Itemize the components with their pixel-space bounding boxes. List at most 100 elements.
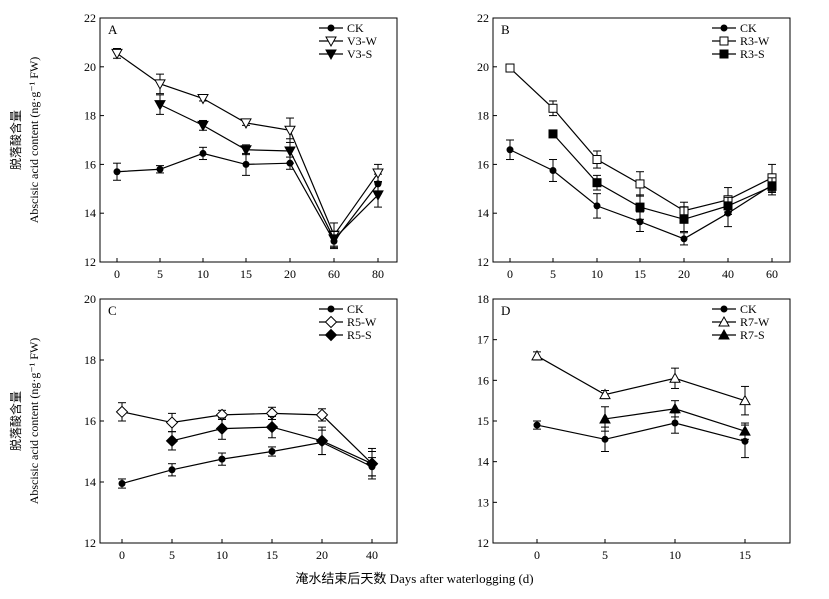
y-tick-label: 16: [477, 373, 489, 387]
series-r7-w: [531, 349, 751, 416]
x-tick-label: 40: [722, 267, 734, 281]
data-point: [679, 214, 689, 224]
x-tick-label: 15: [739, 548, 751, 562]
x-tick-label: 0: [507, 267, 513, 281]
y-tick-label: 20: [477, 60, 489, 74]
y-tick-label: 16: [477, 157, 489, 171]
series-ck: [118, 429, 376, 489]
data-point: [165, 416, 179, 429]
data-point: [533, 421, 541, 429]
series-r5-s: [165, 415, 379, 477]
series-line: [121, 441, 373, 485]
y-tick-label: 12: [477, 536, 489, 550]
series-r3-s: [548, 129, 777, 232]
data-point: [284, 125, 296, 137]
chart-panel-a: 12 14 16 18 20 22 0 5 10 15 20 60 80 A 脱落酸含量 Abscisic a…: [8, 11, 398, 281]
y-tick-label: 18: [477, 109, 489, 123]
series-r7-s: [599, 400, 751, 440]
plot-frame: [99, 17, 398, 263]
x-tick-label: 0: [114, 267, 120, 281]
data-point: [165, 434, 179, 448]
data-point: [549, 167, 557, 174]
data-point: [115, 405, 129, 419]
series-line: [121, 411, 373, 465]
data-point: [723, 201, 733, 211]
y-axis-title-en: Abscisic acid content (ng·g⁻¹ FW): [27, 57, 41, 224]
y-tick-label: 15: [477, 414, 489, 428]
x-tick-label: 10: [669, 548, 681, 562]
data-point: [593, 202, 601, 210]
x-tick-label: 5: [602, 548, 608, 562]
data-point: [328, 234, 340, 245]
data-point: [592, 155, 602, 165]
data-point: [505, 63, 515, 73]
series-ck: [506, 139, 776, 246]
y-tick-label: 20: [84, 60, 96, 74]
y-tick-label: 18: [477, 292, 489, 306]
data-point: [599, 412, 611, 424]
data-point: [199, 149, 207, 157]
series-line: [159, 104, 379, 240]
legend-label: CK: [740, 21, 757, 35]
data-point: [680, 235, 688, 243]
data-point: [215, 422, 229, 435]
series-ck: [533, 412, 749, 459]
legend-marker: [718, 328, 730, 340]
x-tick-label: 20: [316, 548, 328, 562]
data-point: [197, 94, 209, 105]
y-tick-label: 18: [84, 109, 96, 123]
series-line: [536, 422, 746, 442]
x-tick-label: 60: [766, 267, 778, 281]
y-tick-label: 22: [477, 11, 489, 25]
legend-marker: [324, 328, 338, 342]
legend-marker: [720, 24, 728, 32]
y-tick-label: 12: [477, 255, 489, 269]
x-tick-label: 0: [119, 548, 125, 562]
data-point: [168, 466, 176, 474]
data-point: [531, 349, 543, 361]
y-tick-label: 18: [84, 353, 96, 367]
series-line: [509, 67, 773, 212]
data-point: [669, 372, 681, 383]
legend-marker: [324, 315, 338, 329]
series-line: [552, 133, 773, 220]
legend-label: R7-S: [740, 328, 765, 342]
legend-label: CK: [347, 21, 364, 35]
legend-label: R3-W: [740, 34, 770, 48]
x-tick-label: 10: [591, 267, 603, 281]
data-point: [365, 457, 379, 470]
data-point: [242, 160, 250, 168]
y-tick-label: 22: [84, 11, 96, 25]
legend-marker: [718, 315, 730, 327]
legend-marker: [325, 49, 337, 61]
data-point: [156, 165, 164, 173]
legend-label: R5-W: [347, 315, 377, 329]
data-point: [506, 146, 514, 154]
x-tick-label: 10: [216, 548, 228, 562]
data-point: [635, 202, 645, 212]
x-tick-label: 80: [372, 267, 384, 281]
series-v3-s: [154, 94, 384, 247]
y-axis-title-en: Abscisic acid content (ng·g⁻¹ FW): [27, 338, 41, 505]
y-tick-label: 14: [84, 475, 96, 489]
data-point: [315, 434, 329, 448]
y-tick-label: 12: [84, 255, 96, 269]
legend-marker: [327, 24, 335, 32]
y-axis-title-cn: 脱落酸含量: [8, 391, 23, 451]
legend-label: R3-S: [740, 47, 765, 61]
x-tick-label: 60: [328, 267, 340, 281]
data-point: [671, 419, 679, 427]
legend-marker: [327, 305, 335, 313]
x-tick-label: 15: [240, 267, 252, 281]
x-tick-label: 40: [366, 548, 378, 562]
x-tick-label: 0: [534, 548, 540, 562]
data-point: [548, 129, 558, 139]
y-tick-label: 16: [84, 414, 96, 428]
data-point: [111, 48, 123, 60]
